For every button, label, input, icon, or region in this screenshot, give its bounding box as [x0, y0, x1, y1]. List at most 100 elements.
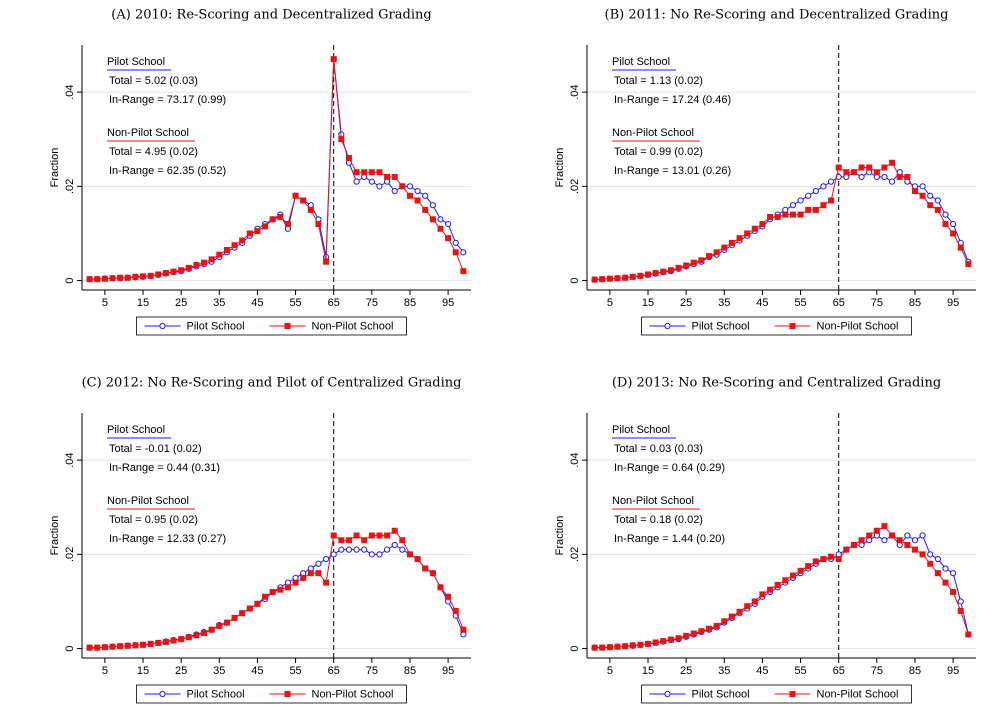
- marker: [911, 537, 919, 544]
- marker: [185, 264, 192, 271]
- annotation-text: Total = 5.02 (0.03): [109, 75, 198, 87]
- marker: [162, 270, 169, 277]
- x-tick-label: 45: [756, 297, 768, 309]
- annotation-text: In-Range = 62.35 (0.52): [109, 165, 226, 177]
- marker: [881, 537, 888, 544]
- x-tick-label: 85: [909, 297, 921, 309]
- marker: [170, 637, 177, 644]
- marker: [919, 183, 926, 190]
- marker: [667, 636, 674, 643]
- marker: [820, 202, 827, 209]
- marker: [606, 275, 613, 282]
- marker: [193, 262, 200, 269]
- marker: [827, 178, 835, 185]
- marker: [406, 183, 414, 190]
- marker: [132, 642, 139, 649]
- marker: [262, 593, 269, 600]
- x-tick-label: 45: [756, 665, 768, 677]
- annotation-heading: Pilot School: [107, 56, 165, 68]
- marker: [201, 630, 208, 637]
- x-tick-label: 65: [833, 665, 845, 677]
- marker: [460, 249, 467, 256]
- marker: [315, 560, 322, 567]
- marker: [345, 155, 352, 162]
- annotation-text: Total = 0.95 (0.02): [109, 514, 198, 526]
- marker: [284, 691, 291, 697]
- y-axis-label: Fraction: [554, 516, 566, 556]
- panel: (A) 2010: Re-Scoring and Decentralized G…: [49, 8, 471, 336]
- marker: [751, 225, 758, 232]
- marker: [361, 537, 368, 544]
- x-tick-label: 5: [102, 297, 108, 309]
- annotation-text: In-Range = 13.01 (0.26): [614, 165, 731, 177]
- marker: [919, 532, 926, 539]
- marker: [873, 527, 880, 534]
- marker: [660, 268, 667, 275]
- marker: [159, 690, 166, 698]
- marker: [622, 643, 629, 650]
- marker: [246, 230, 253, 237]
- marker: [376, 169, 383, 176]
- x-tick-label: 35: [213, 665, 225, 677]
- marker: [353, 546, 360, 553]
- marker: [645, 271, 652, 278]
- marker: [368, 551, 375, 558]
- marker: [782, 211, 789, 218]
- panel-title: (B) 2011: No Re-Scoring and Decentralize…: [605, 8, 949, 23]
- marker: [284, 323, 291, 329]
- panel: (C) 2012: No Re-Scoring and Pilot of Cen…: [49, 376, 471, 704]
- y-tick-label: .04: [569, 452, 581, 467]
- marker: [445, 593, 452, 600]
- marker: [414, 187, 421, 195]
- marker: [828, 197, 835, 204]
- x-tick-label: 45: [251, 665, 263, 677]
- marker: [812, 558, 819, 565]
- marker: [675, 635, 682, 642]
- marker: [751, 598, 758, 605]
- legend-label: Pilot School: [692, 320, 750, 332]
- marker: [300, 197, 307, 204]
- x-tick-label: 35: [718, 665, 730, 677]
- annotation-text: Total = 0.18 (0.02): [614, 514, 703, 526]
- marker: [178, 636, 185, 643]
- x-tick-label: 75: [871, 665, 883, 677]
- marker: [452, 239, 459, 246]
- marker: [934, 570, 941, 577]
- marker: [881, 173, 888, 181]
- marker: [850, 541, 857, 548]
- marker: [789, 211, 796, 218]
- marker: [645, 640, 652, 647]
- marker: [797, 211, 804, 218]
- marker: [629, 642, 636, 649]
- marker: [744, 230, 751, 237]
- marker: [315, 221, 322, 228]
- y-tick-label: .02: [64, 547, 76, 562]
- marker: [353, 178, 360, 185]
- x-tick-label: 35: [213, 297, 225, 309]
- x-tick-label: 85: [909, 665, 921, 677]
- marker: [767, 213, 774, 220]
- y-tick-label: .02: [64, 179, 76, 194]
- marker: [713, 622, 720, 629]
- panel: (D) 2013: No Re-Scoring and Centralized …: [554, 376, 976, 704]
- marker: [873, 169, 880, 176]
- marker: [239, 610, 246, 617]
- marker: [736, 235, 743, 242]
- marker: [950, 230, 957, 237]
- marker: [231, 614, 238, 621]
- marker: [942, 565, 949, 572]
- annotation-text: Total = 1.13 (0.02): [614, 75, 703, 87]
- x-tick-label: 5: [607, 665, 613, 677]
- legend-label: Non-Pilot School: [817, 688, 899, 700]
- marker: [950, 589, 957, 596]
- marker: [942, 579, 949, 586]
- marker: [965, 631, 972, 638]
- marker: [292, 579, 299, 586]
- marker: [384, 532, 391, 539]
- marker: [140, 641, 147, 648]
- marker: [452, 249, 459, 256]
- annotation-heading: Non-Pilot School: [612, 495, 694, 507]
- annotation-heading: Non-Pilot School: [107, 127, 189, 139]
- x-tick-label: 5: [607, 297, 613, 309]
